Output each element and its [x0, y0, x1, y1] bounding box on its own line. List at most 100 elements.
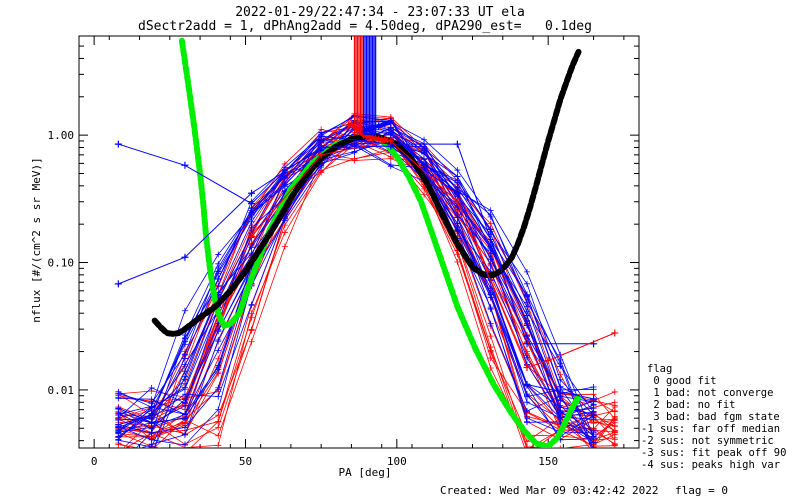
- sector-point: [181, 402, 188, 409]
- y-axis-label: nflux [#/(cm^2 s sr MeV)]: [30, 157, 43, 323]
- sector-point: [148, 384, 155, 391]
- legend-title: flag: [647, 363, 672, 375]
- sector-point: [611, 388, 618, 395]
- series-point: [114, 280, 122, 288]
- sector-point: [281, 181, 288, 188]
- sector-point: [181, 424, 188, 431]
- sector-point: [148, 429, 155, 436]
- sector-point: [115, 449, 121, 455]
- sector-point: [557, 363, 564, 370]
- sector-point: [524, 438, 530, 445]
- legend-entry: -2 sus: not symmetric: [641, 435, 774, 447]
- series-point: [248, 200, 256, 208]
- series-point: [375, 122, 383, 130]
- sector-point: [148, 419, 155, 426]
- sector-point: [281, 243, 288, 250]
- sector-point: [149, 452, 155, 458]
- sector-point: [215, 432, 222, 439]
- sector-point: [487, 294, 494, 301]
- sector-point: [454, 167, 461, 174]
- x-tick-label: 150: [538, 455, 558, 468]
- sector-point: [115, 449, 121, 455]
- sector-point: [115, 395, 122, 402]
- sector-point: [524, 393, 530, 400]
- sector-point: [248, 314, 255, 321]
- series-point: [611, 329, 619, 337]
- sector-point: [215, 393, 222, 400]
- y-tick-label: 1.00: [48, 129, 75, 142]
- sector-point: [248, 301, 255, 308]
- sector-point: [526, 445, 528, 448]
- sector-point: [148, 403, 155, 410]
- sector-point: [215, 275, 222, 282]
- created-timestamp: Created: Wed Mar 09 03:42:42 2022: [440, 484, 659, 497]
- series-point: [317, 151, 325, 159]
- sector-point: [611, 429, 618, 436]
- series-point: [384, 136, 392, 144]
- series-point: [381, 120, 389, 128]
- sector-point: [487, 228, 494, 235]
- series-point: [387, 137, 395, 145]
- sector-point: [215, 424, 222, 431]
- sector-point: [215, 384, 222, 391]
- sector-point: [557, 409, 564, 416]
- sector-point: [557, 376, 564, 383]
- sector-point: [421, 191, 428, 198]
- sector-point: [215, 251, 222, 258]
- sector-point: [215, 260, 222, 267]
- sector-curve: [118, 134, 594, 446]
- sector-point: [524, 303, 530, 310]
- sector-point: [611, 434, 618, 441]
- sector-point: [590, 429, 597, 436]
- y-tick-label: 0.10: [48, 257, 75, 270]
- y-tick-label: 0.01: [48, 384, 75, 397]
- sector-point: [611, 399, 618, 406]
- sector-point: [115, 414, 122, 421]
- sector-point: [487, 207, 494, 214]
- sector-curve: [118, 148, 616, 440]
- sector-point: [524, 414, 530, 421]
- legend-entry: 2 bad: no fit: [647, 399, 736, 411]
- sector-point: [524, 312, 530, 319]
- series-point: [453, 189, 461, 197]
- series-point: [181, 253, 189, 261]
- sector-point: [181, 307, 188, 314]
- sector-point: [487, 364, 494, 371]
- sector-point: [215, 406, 222, 413]
- sector-curve: [118, 151, 615, 448]
- sector-point: [115, 455, 121, 461]
- sector-point: [181, 335, 188, 342]
- series-point: [387, 119, 395, 127]
- sector-point: [421, 150, 428, 157]
- sector-point: [215, 347, 222, 354]
- sector-point: [524, 332, 530, 339]
- legend-entry: 0 good fit: [647, 375, 717, 387]
- sector-point: [181, 431, 188, 438]
- sector-point: [281, 229, 288, 236]
- sector-point: [612, 449, 618, 455]
- series-point: [114, 140, 122, 148]
- series-point: [317, 143, 325, 151]
- chart-subtitle: dSectr2add = 1, dPhAng2add = 4.50deg, dP…: [138, 19, 592, 34]
- x-tick-label: 50: [239, 455, 252, 468]
- series-point: [317, 132, 325, 140]
- sector-point: [524, 322, 530, 329]
- x-tick-label: 100: [387, 455, 407, 468]
- sector-point: [487, 262, 494, 269]
- x-axis-label: PA [deg]: [339, 466, 392, 479]
- sector-point: [421, 159, 428, 166]
- sector-point: [590, 414, 597, 421]
- chart-title: 2022-01-29/22:47:34 - 23:07:33 UT ela: [235, 5, 525, 20]
- sector-curve: [118, 136, 616, 436]
- sector-point: [524, 399, 530, 406]
- sector-point: [487, 348, 494, 355]
- sector-point: [524, 451, 530, 457]
- legend: flag 0 good fit 1 bad: not converge 2 ba…: [641, 363, 786, 471]
- series-line-4: [118, 135, 594, 345]
- sector-point: [454, 173, 461, 180]
- sector-point: [421, 144, 428, 151]
- sector-point: [557, 397, 564, 404]
- series-point: [590, 395, 598, 403]
- sector-point: [215, 364, 222, 371]
